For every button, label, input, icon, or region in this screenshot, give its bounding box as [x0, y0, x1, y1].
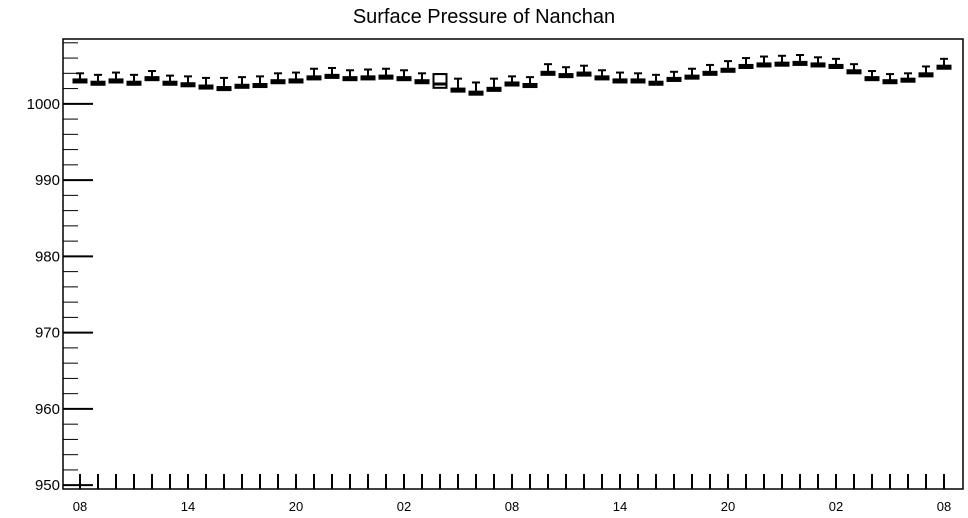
box-mark [216, 76, 232, 92]
box-mark [180, 75, 196, 88]
box-mark [810, 56, 826, 68]
box-body [432, 73, 448, 89]
y-tick-label: 960 [35, 401, 60, 418]
y-tick-label: 970 [35, 325, 60, 342]
box-mark [630, 72, 646, 84]
box-mark [594, 69, 610, 81]
box-mark [936, 57, 952, 70]
box-mark [144, 70, 160, 82]
box-mark [576, 64, 592, 77]
box-mark [90, 73, 106, 86]
y-tick-label: 990 [35, 172, 60, 189]
box-mark [720, 60, 736, 73]
box-mark [414, 72, 430, 85]
box-mark [126, 73, 142, 86]
box-mark [198, 76, 214, 90]
box-mark [522, 76, 538, 89]
box-mark [540, 63, 556, 76]
box-mark [360, 68, 376, 81]
box-marks [72, 54, 952, 96]
box-mark [468, 81, 484, 96]
box-mark [378, 67, 394, 80]
box-mark [108, 71, 124, 84]
box-mark [306, 67, 322, 81]
box-mark [72, 72, 88, 84]
y-tick-label: 1000 [27, 96, 60, 113]
x-tick-label: 14 [181, 499, 195, 514]
box-mark [648, 73, 664, 86]
box-mark [918, 65, 934, 78]
x-tick-label: 08 [73, 499, 87, 514]
box-mark [270, 72, 286, 85]
box-mark [234, 76, 250, 89]
box-mark [666, 70, 682, 82]
chart-title: Surface Pressure of Nanchan [353, 6, 615, 28]
box-mark [792, 54, 808, 66]
tick-labels: 950 960 970 980 990 1000 08 14 20 02 08 14 20 02 08 [27, 96, 952, 514]
box-mark [486, 77, 502, 92]
x-tick-label: 14 [613, 499, 627, 514]
box-mark [288, 71, 304, 84]
box-mark [828, 57, 844, 69]
y-tick-label: 980 [35, 248, 60, 265]
box-mark [738, 57, 754, 69]
x-tick-label: 08 [937, 499, 951, 514]
box-mark [684, 67, 700, 80]
plot-frame [62, 38, 964, 490]
x-tick-label: 02 [397, 499, 411, 514]
box-mark [252, 75, 268, 89]
y-tick-label: 950 [35, 477, 60, 494]
box-mark [756, 55, 772, 68]
box-mark [504, 75, 520, 87]
axis-ticks [63, 42, 945, 489]
box-mark [900, 72, 916, 83]
x-tick-label: 02 [829, 499, 843, 514]
box-mark [846, 63, 862, 75]
box-mark [324, 66, 340, 79]
x-tick-label: 08 [505, 499, 519, 514]
box-mark [432, 73, 448, 89]
box-mark [558, 66, 574, 79]
x-tick-label: 20 [721, 499, 735, 514]
box-mark [450, 77, 466, 93]
box-mark [342, 69, 358, 82]
box-mark [612, 71, 628, 84]
box-mark [702, 63, 718, 76]
box-mark [864, 70, 880, 82]
box-mark [882, 73, 898, 85]
box-mark [162, 74, 178, 86]
x-tick-label: 20 [289, 499, 303, 514]
box-mark [396, 69, 412, 82]
box-mark [774, 54, 790, 67]
